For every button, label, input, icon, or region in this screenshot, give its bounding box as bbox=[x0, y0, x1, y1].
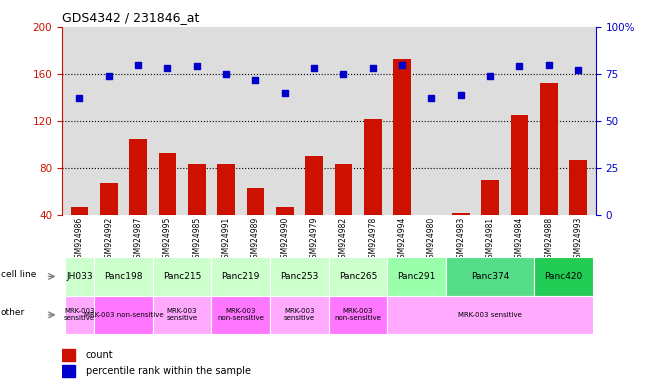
Bar bbox=[364, 119, 381, 215]
Point bbox=[368, 65, 378, 71]
Bar bbox=[71, 207, 89, 215]
Text: Panc420: Panc420 bbox=[544, 272, 583, 281]
Point bbox=[339, 71, 349, 77]
Bar bbox=[270, 296, 329, 334]
Bar bbox=[329, 257, 387, 296]
Bar bbox=[569, 160, 587, 215]
Point bbox=[250, 76, 260, 83]
Point bbox=[397, 61, 408, 68]
Text: MRK-003
sensitive: MRK-003 sensitive bbox=[64, 308, 95, 321]
Bar bbox=[481, 180, 499, 215]
Text: Panc198: Panc198 bbox=[104, 272, 143, 281]
Point bbox=[279, 90, 290, 96]
Bar bbox=[534, 257, 592, 296]
Bar bbox=[212, 296, 270, 334]
Text: Panc215: Panc215 bbox=[163, 272, 201, 281]
Point bbox=[573, 67, 583, 73]
Point bbox=[456, 91, 466, 98]
Bar bbox=[305, 156, 323, 215]
Bar bbox=[65, 257, 94, 296]
Point bbox=[426, 95, 437, 101]
Bar bbox=[335, 164, 352, 215]
Bar bbox=[94, 296, 153, 334]
Text: GDS4342 / 231846_at: GDS4342 / 231846_at bbox=[62, 12, 199, 25]
Point bbox=[133, 61, 143, 68]
Point bbox=[221, 71, 231, 77]
Text: MRK-003
sensitive: MRK-003 sensitive bbox=[167, 308, 198, 321]
Text: JH033: JH033 bbox=[66, 272, 92, 281]
Bar bbox=[452, 213, 469, 215]
Bar bbox=[62, 365, 76, 377]
Point bbox=[191, 63, 202, 70]
Text: Panc374: Panc374 bbox=[471, 272, 509, 281]
Text: MRK-003
sensitive: MRK-003 sensitive bbox=[284, 308, 315, 321]
Bar bbox=[65, 296, 94, 334]
Bar bbox=[387, 296, 592, 334]
Bar bbox=[247, 188, 264, 215]
Text: Panc253: Panc253 bbox=[280, 272, 318, 281]
Bar bbox=[100, 183, 118, 215]
Text: MRK-003
non-sensitive: MRK-003 non-sensitive bbox=[217, 308, 264, 321]
Bar bbox=[62, 349, 76, 361]
Text: MRK-003 sensitive: MRK-003 sensitive bbox=[458, 312, 522, 318]
Text: Panc291: Panc291 bbox=[398, 272, 436, 281]
Text: MRK-003 non-sensitive: MRK-003 non-sensitive bbox=[83, 312, 163, 318]
Bar bbox=[153, 257, 212, 296]
Text: MRK-003
non-sensitive: MRK-003 non-sensitive bbox=[335, 308, 381, 321]
Point bbox=[104, 73, 114, 79]
Bar bbox=[393, 59, 411, 215]
Bar bbox=[188, 164, 206, 215]
Bar bbox=[387, 257, 446, 296]
Bar bbox=[446, 257, 534, 296]
Bar bbox=[94, 257, 153, 296]
Text: Panc265: Panc265 bbox=[339, 272, 378, 281]
Text: percentile rank within the sample: percentile rank within the sample bbox=[86, 366, 251, 376]
Point bbox=[74, 95, 85, 101]
Point bbox=[514, 63, 525, 70]
Bar bbox=[270, 257, 329, 296]
Bar bbox=[540, 83, 557, 215]
Bar bbox=[510, 115, 528, 215]
Point bbox=[309, 65, 319, 71]
Bar bbox=[329, 296, 387, 334]
Bar bbox=[276, 207, 294, 215]
Text: other: other bbox=[1, 308, 25, 318]
Point bbox=[485, 73, 495, 79]
Bar bbox=[217, 164, 235, 215]
Point bbox=[544, 61, 554, 68]
Text: count: count bbox=[86, 350, 113, 360]
Text: Panc219: Panc219 bbox=[221, 272, 260, 281]
Bar bbox=[212, 257, 270, 296]
Bar bbox=[130, 139, 147, 215]
Point bbox=[162, 65, 173, 71]
Bar bbox=[153, 296, 212, 334]
Text: cell line: cell line bbox=[1, 270, 36, 279]
Bar bbox=[159, 153, 176, 215]
